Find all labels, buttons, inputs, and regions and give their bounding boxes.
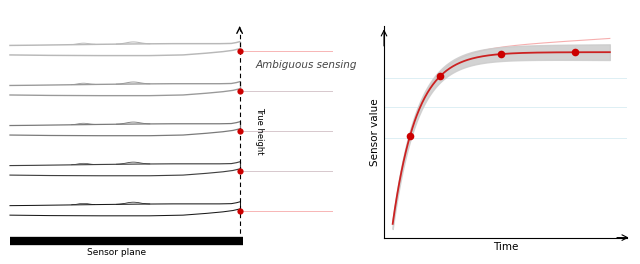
X-axis label: Time: Time bbox=[493, 242, 518, 252]
Text: Ambiguous sensing: Ambiguous sensing bbox=[255, 60, 357, 69]
Y-axis label: Sensor value: Sensor value bbox=[370, 98, 380, 166]
Text: True height: True height bbox=[255, 107, 264, 154]
Text: Sensor plane: Sensor plane bbox=[87, 248, 146, 257]
